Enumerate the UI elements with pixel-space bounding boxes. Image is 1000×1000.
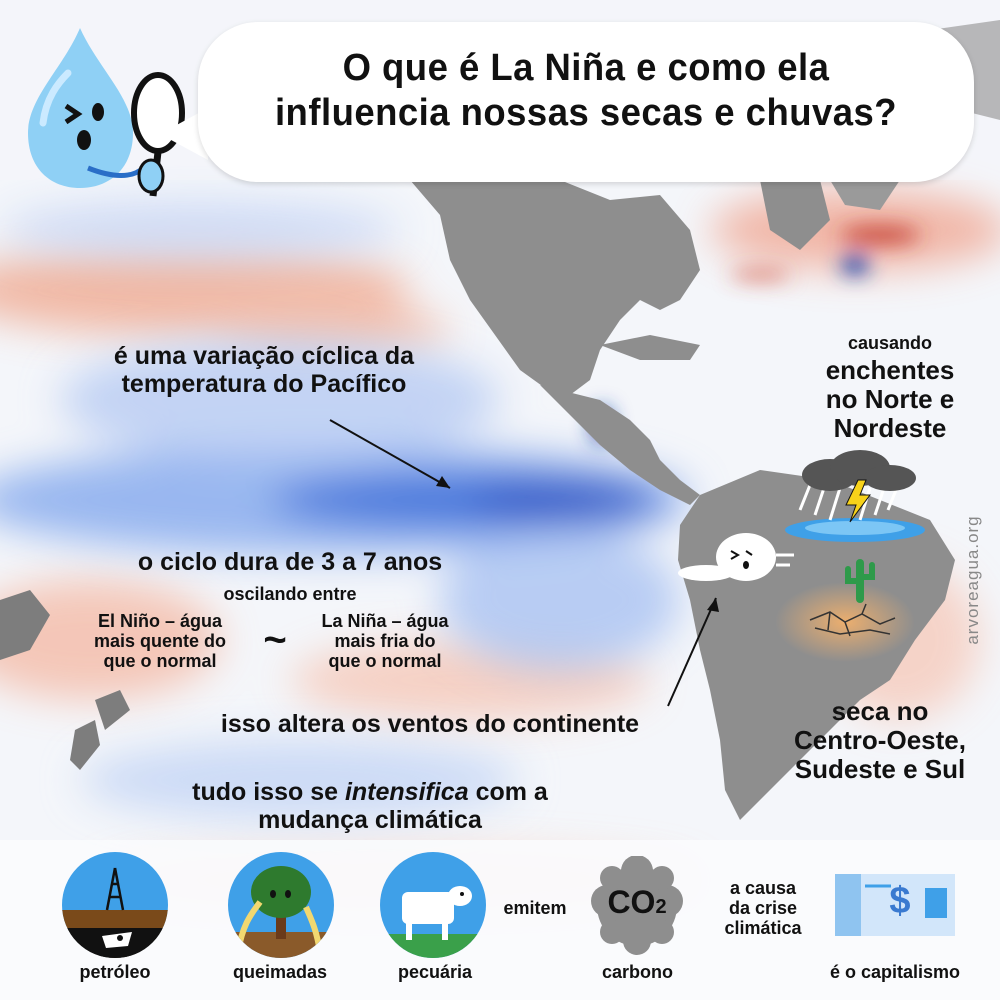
cactus-icon bbox=[845, 559, 875, 603]
lightning-icon bbox=[845, 479, 871, 523]
title-line-1: O que é La Niña e como ela bbox=[342, 47, 830, 89]
storm-cloud-icon bbox=[785, 450, 925, 542]
label-causa: a causa da crise climática bbox=[724, 878, 802, 939]
banknote-icon bbox=[835, 874, 955, 936]
annotation-la-nina: La Niña – água mais fria do que o normal bbox=[321, 611, 449, 672]
annotation-causando: causando bbox=[847, 333, 933, 353]
title-line-2: influencia nossas secas e chuvas? bbox=[274, 91, 898, 134]
arrow-to-pacific bbox=[329, 419, 451, 489]
co2-cloud-icon bbox=[591, 856, 683, 955]
dollar-sign: $ bbox=[889, 880, 911, 922]
page-title: O que é La Niña e como ela influencia no… bbox=[227, 46, 945, 136]
co2-label: CO2 bbox=[607, 884, 667, 920]
tilde-separator: ~ bbox=[263, 618, 287, 662]
annotation-seca: seca no Centro-Oeste, Sudeste e Sul bbox=[794, 696, 966, 785]
label-petroleo: petróleo bbox=[79, 962, 151, 982]
annotation-variacao: é uma variação cíclica da temperatura do… bbox=[113, 342, 415, 398]
cow-icon bbox=[380, 852, 486, 958]
label-capitalismo: é o capitalismo bbox=[829, 962, 961, 982]
annotation-enchentes: enchentes no Norte e Nordeste bbox=[825, 355, 955, 444]
annotation-oscilando: oscilando entre bbox=[223, 584, 357, 604]
label-queimadas: queimadas bbox=[232, 962, 328, 982]
annotation-el-nino: El Niño – água mais quente do que o norm… bbox=[93, 611, 227, 672]
annotation-ciclo: o ciclo dura de 3 a 7 anos bbox=[137, 548, 443, 576]
burning-tree-icon bbox=[228, 852, 334, 958]
annotation-intensifica: tudo isso se intensifica com a mudança c… bbox=[192, 778, 548, 834]
north-america-land bbox=[410, 180, 700, 395]
wind-cloud-icon bbox=[678, 533, 794, 581]
label-carbono: carbono bbox=[601, 962, 673, 982]
site-credit: arvoreagua.org bbox=[963, 515, 982, 645]
label-emitem: emitem bbox=[503, 898, 567, 918]
annotation-ventos: isso altera os ventos do continente bbox=[220, 710, 640, 738]
speech-bubble bbox=[198, 22, 974, 182]
label-pecuaria: pecuária bbox=[397, 962, 473, 982]
oil-derrick-icon bbox=[62, 852, 168, 958]
cracked-ground-icon bbox=[809, 603, 896, 637]
arrow-to-andes bbox=[667, 597, 717, 707]
